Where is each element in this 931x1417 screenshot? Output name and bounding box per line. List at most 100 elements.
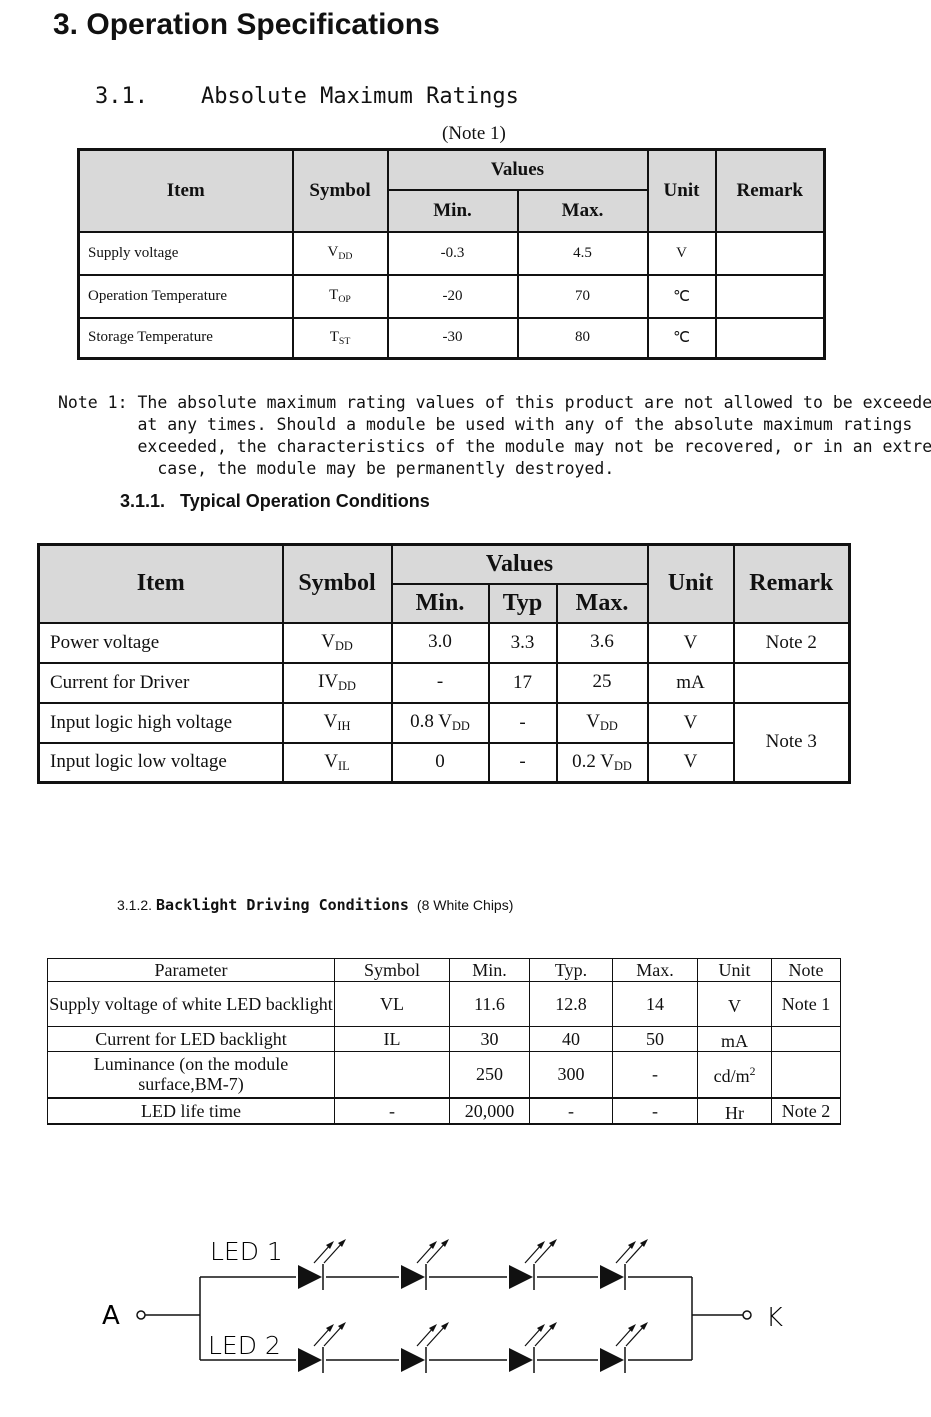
table-row: Current for Driver IVDD -17 25 mA bbox=[37, 661, 851, 704]
item: Operation Temperature bbox=[77, 273, 294, 319]
cathode-terminal bbox=[742, 1310, 752, 1320]
led1-label: LED 1 bbox=[210, 1237, 283, 1266]
unit: mA bbox=[646, 661, 735, 704]
max: VDD bbox=[555, 701, 649, 744]
symbol: VIL bbox=[281, 741, 393, 784]
header-max: Max. bbox=[516, 188, 649, 233]
section-heading-3-1-1: 3.1.1. Typical Operation Conditions bbox=[120, 491, 430, 511]
led2-label: LED 2 bbox=[208, 1331, 281, 1360]
table-row: Storage Temperature TST -30 80 ℃ bbox=[77, 316, 826, 360]
table-row: LED life time -20,000- - Hr Note 2 bbox=[47, 1096, 841, 1124]
param: Luminance (on the module surface,BM-7) bbox=[47, 1051, 335, 1098]
section-title: Backlight Driving Conditions bbox=[156, 896, 409, 914]
led-diode-icon bbox=[296, 1322, 346, 1373]
param: Supply voltage of white LED backlight bbox=[47, 981, 335, 1027]
absolute-max-ratings-table: Item Symbol Values Unit Remark Min. Max. Supp… bbox=[77, 148, 826, 360]
unit: mA bbox=[697, 1026, 772, 1052]
header-item: Item bbox=[77, 148, 294, 233]
unit: V bbox=[646, 621, 735, 664]
header-max: Max. bbox=[555, 582, 649, 624]
sym: IL bbox=[334, 1026, 450, 1052]
item: Storage Temperature bbox=[77, 316, 294, 360]
note: Note 2 bbox=[771, 1096, 841, 1124]
symbol: VDD bbox=[281, 621, 393, 664]
led-diode-icon bbox=[399, 1239, 449, 1290]
max: 3.6 bbox=[555, 621, 649, 664]
max: 80 bbox=[516, 316, 649, 360]
table-row: Input logic high voltage VIH 0.8 VDD - VDD V N… bbox=[37, 701, 851, 784]
typ: 3.3 bbox=[487, 621, 558, 664]
backlight-table: Parameter Symbol Min. Typ. Max. Unit Note Supp… bbox=[47, 958, 841, 1125]
max: 14 bbox=[612, 981, 698, 1027]
typ: 17 bbox=[487, 661, 558, 704]
unit: V bbox=[646, 741, 735, 784]
remark: Note 2 bbox=[732, 621, 851, 664]
cathode-label: K bbox=[766, 1303, 783, 1333]
note-line: exceeded, the characteristics of the mod… bbox=[58, 437, 931, 456]
item: Current for Driver bbox=[37, 661, 284, 704]
min: 11.6 bbox=[449, 981, 530, 1027]
item: Input logic low voltage bbox=[37, 741, 284, 784]
led-diode-icon bbox=[399, 1322, 449, 1373]
note-ref: (Note 1) bbox=[442, 123, 506, 144]
note-line: Note 1: The absolute maximum rating valu… bbox=[58, 393, 931, 412]
remark bbox=[714, 273, 826, 319]
header-item: Item bbox=[37, 543, 284, 624]
symbol: TST bbox=[291, 316, 389, 360]
table-row: Power voltage VDD 3.0 3.3 3.6 V Note 2 bbox=[37, 621, 851, 664]
note-line: case, the module may be permanently dest… bbox=[58, 459, 615, 478]
section-subtitle: (8 White Chips) bbox=[416, 897, 514, 913]
header-remark: Remark bbox=[732, 543, 851, 624]
table-row: Operation Temperature TOP -20 70 ℃ bbox=[77, 273, 826, 319]
symbol: VDD bbox=[291, 230, 389, 276]
led-circuit-diagram: A K LED 1 LED 2 bbox=[102, 1237, 783, 1373]
max: 4.5 bbox=[516, 230, 649, 276]
param: LED life time bbox=[47, 1096, 335, 1124]
symbol: TOP bbox=[291, 273, 389, 319]
symbol: VIH bbox=[281, 701, 393, 744]
unit: Hr bbox=[697, 1096, 772, 1124]
remark bbox=[714, 230, 826, 276]
unit: V bbox=[697, 981, 772, 1027]
typ: - bbox=[487, 701, 558, 744]
sym: VL bbox=[334, 981, 450, 1027]
led-diode-icon bbox=[598, 1239, 648, 1290]
max: 25 bbox=[555, 661, 649, 704]
min: -0.3 bbox=[386, 230, 519, 276]
section-heading-3-1: 3.1. Absolute Maximum Ratings bbox=[95, 84, 519, 109]
note-1: Note 1: The absolute maximum rating valu… bbox=[58, 392, 931, 480]
header-values: Values bbox=[386, 148, 649, 191]
note: Note 1 bbox=[771, 981, 841, 1027]
min: -30 bbox=[386, 316, 519, 360]
symbol: IVDD bbox=[281, 661, 393, 704]
table-row: Supply voltage VDD -0.3 4.5 V bbox=[77, 230, 826, 276]
min: 250 bbox=[449, 1051, 530, 1098]
anode-terminal bbox=[136, 1310, 146, 1320]
header-min: Min. bbox=[386, 188, 519, 233]
max: 70 bbox=[516, 273, 649, 319]
typical-operation-table: Item Symbol Values Unit Remark Min. Typ Max. P… bbox=[37, 543, 851, 784]
led-diode-icon bbox=[598, 1322, 648, 1373]
max: - bbox=[612, 1051, 698, 1098]
unit: cd/m2 bbox=[697, 1051, 772, 1098]
min: 30 bbox=[449, 1026, 530, 1052]
header-cell: Symbol bbox=[334, 958, 450, 982]
led-diode-icon bbox=[507, 1239, 557, 1290]
table-row: Supply voltage of white LED backlight VL 1… bbox=[47, 981, 841, 1027]
remark bbox=[714, 316, 826, 360]
header-cell: Note bbox=[771, 958, 841, 982]
typ: 12.8 bbox=[529, 981, 613, 1027]
min: 0 bbox=[390, 741, 490, 784]
min: - bbox=[390, 661, 490, 704]
header-cell: Unit bbox=[697, 958, 772, 982]
led-diode-icon bbox=[296, 1239, 346, 1290]
header-values: Values bbox=[390, 543, 649, 585]
header-remark: Remark bbox=[714, 148, 826, 233]
header-symbol: Symbol bbox=[291, 148, 389, 233]
header-cell: Min. bbox=[449, 958, 530, 982]
max: 0.2 VDD bbox=[555, 741, 649, 784]
item: Supply voltage bbox=[77, 230, 294, 276]
table-row: Luminance (on the module surface,BM-7) 25… bbox=[47, 1051, 841, 1098]
remark: Note 3 bbox=[732, 701, 851, 784]
header-cell: Parameter bbox=[47, 958, 335, 982]
